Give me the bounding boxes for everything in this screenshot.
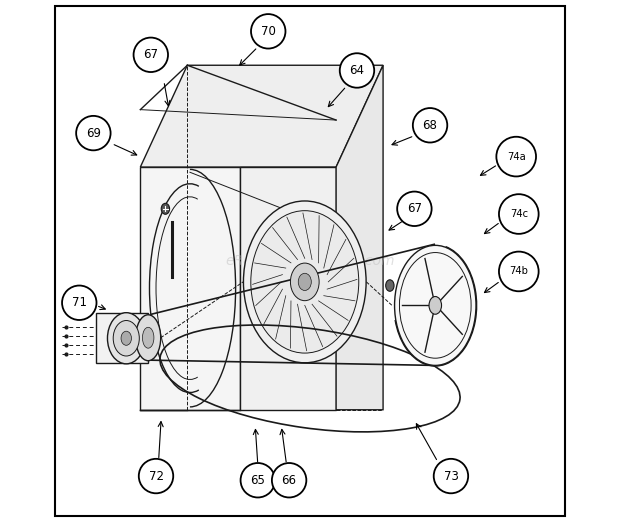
Circle shape xyxy=(497,137,536,176)
Ellipse shape xyxy=(290,263,319,301)
Circle shape xyxy=(62,286,97,320)
Circle shape xyxy=(499,194,539,234)
Ellipse shape xyxy=(251,211,359,353)
Text: 73: 73 xyxy=(443,470,458,482)
Polygon shape xyxy=(239,167,336,410)
Circle shape xyxy=(413,108,447,143)
Circle shape xyxy=(133,38,168,72)
Ellipse shape xyxy=(244,201,366,363)
Ellipse shape xyxy=(121,331,131,346)
Text: 67: 67 xyxy=(143,49,158,61)
Polygon shape xyxy=(336,65,383,410)
Text: 74b: 74b xyxy=(510,266,528,277)
Ellipse shape xyxy=(298,274,311,290)
Ellipse shape xyxy=(136,315,161,361)
Circle shape xyxy=(499,252,539,291)
Circle shape xyxy=(241,463,275,497)
Text: 67: 67 xyxy=(407,203,422,215)
Text: 71: 71 xyxy=(72,296,87,309)
Ellipse shape xyxy=(107,313,145,364)
Circle shape xyxy=(76,116,110,150)
Text: 66: 66 xyxy=(281,474,296,487)
Text: 74a: 74a xyxy=(507,151,526,162)
Circle shape xyxy=(251,14,285,49)
Circle shape xyxy=(139,459,173,493)
Circle shape xyxy=(340,53,374,88)
Polygon shape xyxy=(140,167,239,410)
Polygon shape xyxy=(140,65,383,167)
Ellipse shape xyxy=(429,296,441,314)
Text: eReplacementParts.com: eReplacementParts.com xyxy=(225,254,395,268)
Ellipse shape xyxy=(143,327,154,348)
Ellipse shape xyxy=(394,245,476,365)
Ellipse shape xyxy=(113,321,140,356)
Circle shape xyxy=(272,463,306,497)
Text: 68: 68 xyxy=(423,119,438,132)
Text: 69: 69 xyxy=(86,127,101,139)
Circle shape xyxy=(434,459,468,493)
Text: 74c: 74c xyxy=(510,209,528,219)
Text: 65: 65 xyxy=(250,474,265,487)
Circle shape xyxy=(397,192,432,226)
Text: 72: 72 xyxy=(149,470,164,482)
Bar xyxy=(96,313,148,363)
Ellipse shape xyxy=(161,204,170,215)
Text: 70: 70 xyxy=(261,25,276,38)
Ellipse shape xyxy=(386,280,394,291)
Text: 64: 64 xyxy=(350,64,365,77)
